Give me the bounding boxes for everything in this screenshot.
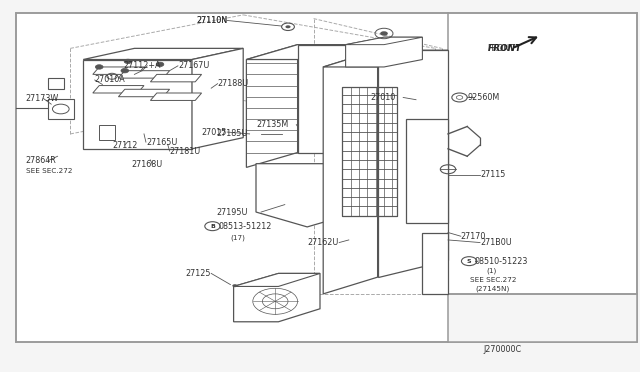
Text: (1): (1)	[486, 267, 497, 274]
Polygon shape	[93, 86, 144, 93]
Bar	[16, 13, 637, 342]
Text: 08513-51212: 08513-51212	[219, 222, 272, 231]
Polygon shape	[234, 273, 320, 322]
Text: 27115: 27115	[480, 170, 506, 179]
Text: 27195U: 27195U	[216, 208, 248, 217]
Text: FRONT: FRONT	[488, 44, 515, 53]
Text: 27165U: 27165U	[146, 138, 177, 147]
Bar	[422, 232, 448, 294]
Text: 27010A: 27010A	[95, 76, 125, 84]
Text: 27170: 27170	[461, 232, 486, 241]
Polygon shape	[323, 50, 448, 67]
Circle shape	[124, 59, 132, 64]
Bar	[48, 99, 74, 119]
Polygon shape	[323, 50, 378, 294]
Circle shape	[380, 31, 388, 36]
Polygon shape	[150, 74, 202, 82]
Polygon shape	[150, 93, 202, 100]
Polygon shape	[256, 164, 358, 227]
Bar	[48, 78, 64, 89]
Polygon shape	[298, 45, 365, 153]
Text: 271B0U: 271B0U	[480, 238, 512, 247]
Text: 27112+A: 27112+A	[124, 61, 161, 70]
Text: 27173W: 27173W	[26, 94, 59, 103]
Text: 27181U: 27181U	[170, 147, 201, 155]
Text: 27864R: 27864R	[26, 156, 56, 165]
Text: 27188U: 27188U	[218, 79, 249, 88]
Circle shape	[232, 284, 237, 287]
Text: J270000C: J270000C	[483, 345, 522, 354]
Polygon shape	[118, 71, 170, 78]
Text: 27015: 27015	[202, 128, 227, 137]
Text: 27125: 27125	[186, 269, 211, 278]
Text: 92560M: 92560M	[467, 93, 499, 102]
Text: 08510-51223: 08510-51223	[475, 257, 528, 266]
Text: 27167U: 27167U	[178, 61, 209, 70]
Text: (17): (17)	[230, 234, 245, 241]
Text: 27110N: 27110N	[196, 16, 227, 25]
Circle shape	[156, 62, 164, 67]
Text: 27010: 27010	[371, 93, 396, 102]
Polygon shape	[93, 67, 144, 74]
Bar	[406, 119, 448, 223]
Text: 27162U: 27162U	[308, 238, 339, 247]
Polygon shape	[234, 273, 320, 286]
Polygon shape	[192, 48, 243, 149]
Text: B: B	[210, 224, 215, 229]
Circle shape	[95, 65, 103, 69]
Text: SEE SEC.272: SEE SEC.272	[26, 168, 72, 174]
Text: 27185U: 27185U	[216, 129, 248, 138]
Text: (27145N): (27145N)	[475, 285, 509, 292]
Circle shape	[121, 68, 129, 73]
Text: 27110N: 27110N	[196, 16, 227, 25]
Bar	[448, 294, 637, 342]
Text: 27135M: 27135M	[256, 120, 288, 129]
Polygon shape	[246, 45, 298, 167]
Text: S: S	[467, 259, 472, 264]
Polygon shape	[83, 48, 243, 60]
Bar	[342, 87, 397, 216]
Text: SEE SEC.272: SEE SEC.272	[470, 277, 517, 283]
Polygon shape	[378, 50, 448, 277]
Text: 27168U: 27168U	[131, 160, 163, 169]
Text: 27112: 27112	[112, 141, 138, 150]
Polygon shape	[346, 37, 422, 67]
Polygon shape	[346, 37, 422, 45]
Text: FRONT: FRONT	[488, 44, 522, 53]
Bar	[99, 125, 115, 140]
Polygon shape	[83, 60, 192, 149]
Polygon shape	[118, 89, 170, 97]
Polygon shape	[246, 45, 365, 60]
Circle shape	[285, 25, 291, 28]
